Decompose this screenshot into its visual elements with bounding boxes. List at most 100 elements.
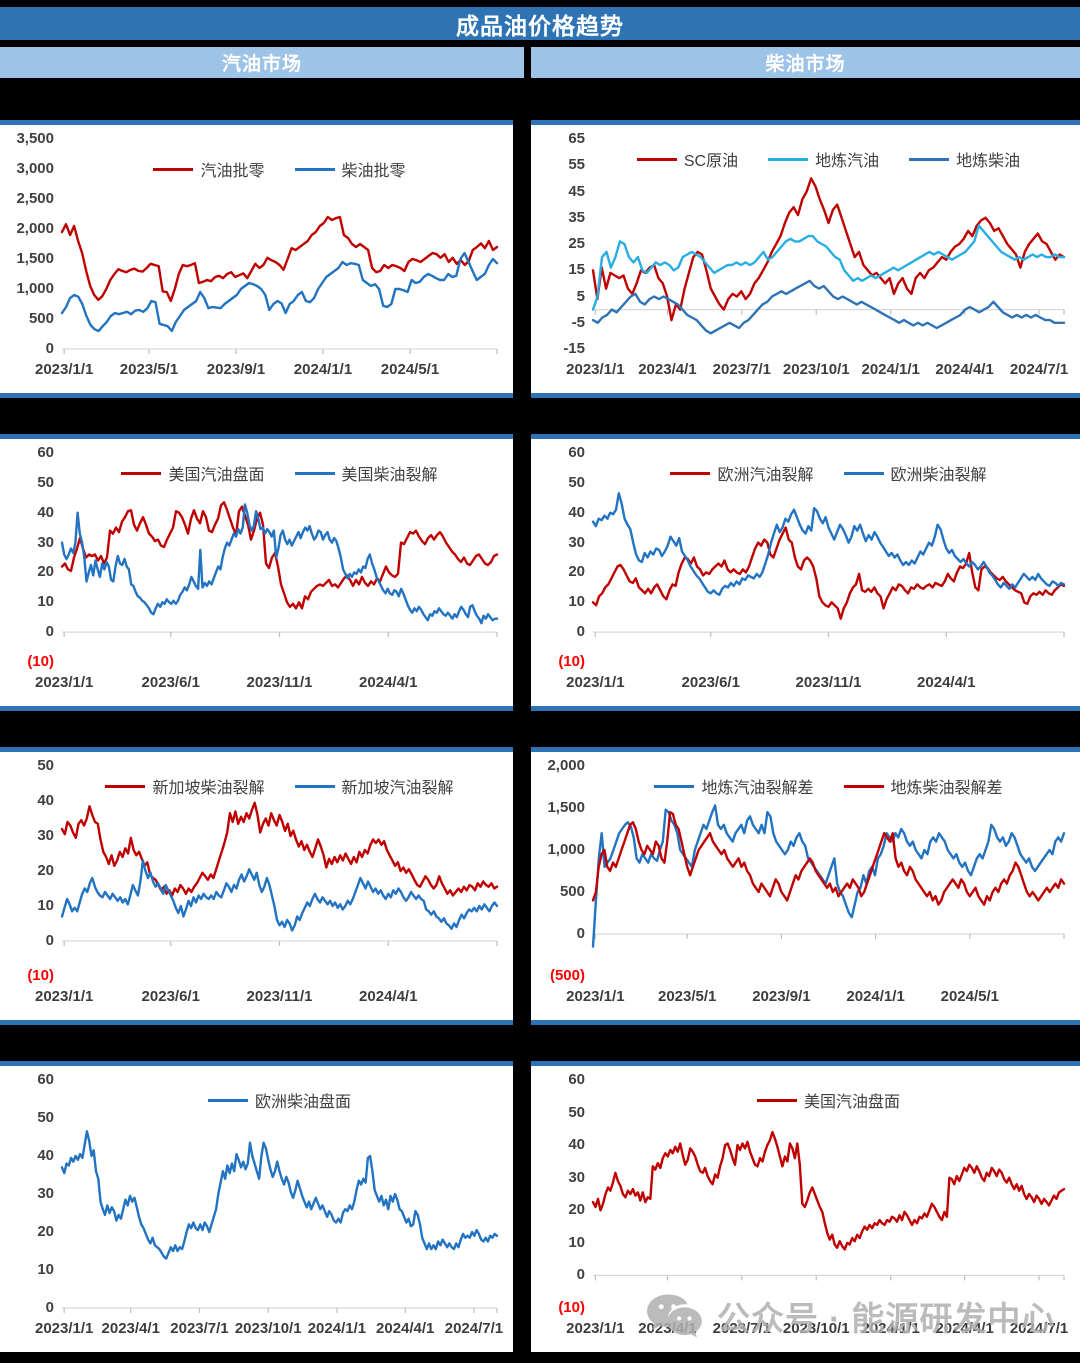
y-tick-label: 1,000 — [547, 841, 585, 858]
legend-label: 欧洲柴油裂解 — [890, 467, 987, 484]
x-tick-label: 2024/4/1 — [359, 674, 418, 691]
y-tick-label: 40 — [568, 1136, 585, 1154]
x-tick-label: 2023/5/1 — [119, 361, 179, 378]
legend-swatch — [207, 1098, 248, 1102]
x-tick-label: 2023/6/1 — [141, 674, 200, 691]
y-tick-label: 30 — [568, 1168, 585, 1186]
y-tick-label: 40 — [37, 792, 54, 809]
chart-canvas — [591, 492, 1066, 638]
chart-canvas — [60, 215, 499, 354]
separator-line — [0, 747, 1080, 752]
y-tick-label: 2,000 — [16, 220, 54, 237]
y-tick-label: (10) — [27, 967, 54, 984]
legend: 美国汽油盘面 美国柴油裂解 — [62, 461, 497, 485]
chart-europe-diesel-board: 60 50 40 30 20 10 0 欧洲柴油盘面 2023/1/1 2023/4/1 2023/… — [0, 1066, 513, 1352]
y-tick-label: 3,500 — [16, 130, 54, 147]
legend: SC原油 地炼汽油 地炼柴油 — [593, 147, 1064, 171]
legend-label: 美国汽油盘面 — [168, 467, 265, 484]
legend-swatch — [768, 157, 809, 161]
chart-canvas — [591, 1130, 1066, 1281]
series-line — [591, 1130, 1066, 1251]
y-axis-labels: 60 50 40 30 20 10 0 — [2, 1071, 54, 1317]
y-tick-label: -15 — [563, 340, 585, 357]
y-tick-label: 45 — [568, 182, 585, 200]
legend-label: SC原油 — [683, 153, 739, 170]
y-tick-label: 10 — [37, 1261, 54, 1278]
x-axis-labels: 2023/1/1 2023/4/1 2023/7/1 2023/10/1 2024/1/… — [566, 1320, 1068, 1340]
x-tick-label: 2024/4/1 — [359, 988, 418, 1005]
legend-item: 地炼柴油 — [909, 147, 1020, 171]
x-tick-label: 2023/1/1 — [566, 361, 625, 378]
redacted-title-band — [0, 78, 1080, 120]
y-tick-label: 30 — [37, 1185, 54, 1202]
legend-item: SC原油 — [636, 147, 739, 171]
chart-canvas — [591, 177, 1066, 335]
y-axis-labels: 50 40 30 20 10 0 (10) — [2, 757, 54, 985]
separator-line — [0, 120, 1080, 125]
y-tick-label: 0 — [45, 932, 54, 949]
x-axis-labels: 2023/1/1 2023/5/1 2023/9/1 2024/1/1 2024/5/1 — [35, 361, 497, 381]
chart-gasoline-diesel-wholesale-retail: 3,500 3,000 2,500 2,000 1,500 1,000 500 0 汽油批零 柴油… — [0, 125, 513, 393]
legend-swatch — [654, 784, 695, 788]
legend-item: 柴油批零 — [294, 157, 406, 181]
y-tick-label: 500 — [559, 883, 585, 900]
series-line — [591, 177, 1066, 322]
y-tick-label: 500 — [28, 310, 54, 327]
legend-item: 地炼柴油裂解差 — [843, 774, 1003, 798]
y-tick-label: 1,500 — [16, 250, 54, 267]
plot-area: 汽油批零 柴油批零 — [60, 139, 499, 354]
y-tick-label: 35 — [568, 208, 585, 226]
x-tick-label: 2023/9/1 — [752, 988, 811, 1005]
y-tick-label: 20 — [37, 1223, 54, 1240]
y-tick-label: 30 — [37, 533, 54, 551]
x-tick-label: 2024/1/1 — [846, 988, 905, 1005]
plot-area: 地炼汽油裂解差 地炼柴油裂解差 — [591, 766, 1066, 976]
legend-label: 欧洲汽油裂解 — [717, 467, 814, 484]
x-tick-label: 2023/10/1 — [782, 1320, 850, 1337]
series-line — [60, 859, 499, 932]
x-tick-label: 2023/1/1 — [34, 988, 94, 1005]
x-tick-label: 2024/4/1 — [376, 1320, 435, 1337]
x-axis-labels: 2023/1/1 2023/6/1 2023/11/1 2024/4/1 — [35, 988, 497, 1008]
chart-canvas — [60, 1130, 499, 1313]
separator-line — [0, 1061, 1080, 1066]
x-tick-label: 2024/4/1 — [935, 1320, 994, 1337]
x-tick-label: 2023/7/1 — [170, 1320, 229, 1337]
y-tick-label: 10 — [37, 593, 54, 611]
y-tick-label: 60 — [37, 1071, 54, 1088]
y-tick-label: -5 — [571, 313, 585, 331]
x-tick-label: 2023/4/1 — [101, 1320, 160, 1337]
y-tick-label: 40 — [568, 503, 585, 521]
chart-us-gasoline-diesel-crack: 60 50 40 30 20 10 0 (10) 美国汽油盘面 美国柴油裂解 2023/1/1 202… — [0, 439, 513, 706]
x-axis-labels: 2023/1/1 2023/5/1 2023/9/1 2024/1/1 2024/5/1 — [566, 988, 1064, 1008]
redacted-title-band — [0, 711, 1080, 747]
y-tick-label: 40 — [37, 1147, 54, 1164]
bottom-border — [0, 1352, 1080, 1363]
series-line — [60, 1130, 499, 1260]
y-tick-label: 3,000 — [16, 160, 54, 177]
x-tick-label: 2023/7/1 — [712, 361, 772, 378]
legend: 地炼汽油裂解差 地炼柴油裂解差 — [593, 774, 1064, 798]
legend-item: 美国柴油裂解 — [294, 461, 438, 485]
separator-line — [0, 1020, 1080, 1025]
x-axis-labels: 2023/1/1 2023/6/1 2023/11/1 2024/4/1 — [566, 674, 1064, 694]
x-tick-label: 2023/1/1 — [566, 674, 625, 691]
x-axis-labels: 2023/1/1 2023/6/1 2023/11/1 2024/4/1 — [35, 674, 497, 694]
series-line — [60, 251, 499, 333]
legend-swatch — [153, 167, 194, 171]
x-tick-label: 2023/1/1 — [566, 988, 625, 1005]
legend-item: 欧洲柴油裂解 — [843, 461, 987, 485]
top-border — [0, 0, 1080, 7]
x-tick-label: 2024/4/1 — [917, 674, 976, 691]
y-tick-label: 50 — [37, 473, 54, 491]
y-axis-labels: 60 50 40 30 20 10 0 (10) — [533, 444, 585, 671]
header-divider — [524, 40, 531, 78]
legend: 美国汽油盘面 — [593, 1088, 1064, 1112]
legend-swatch — [294, 167, 335, 171]
x-tick-label: 2023/11/1 — [246, 674, 313, 691]
y-tick-label: 60 — [37, 444, 54, 461]
y-tick-label: 0 — [576, 1266, 585, 1284]
legend-label: 柴油批零 — [341, 163, 406, 180]
column-header-gasoline: 汽油市场 — [0, 47, 524, 78]
